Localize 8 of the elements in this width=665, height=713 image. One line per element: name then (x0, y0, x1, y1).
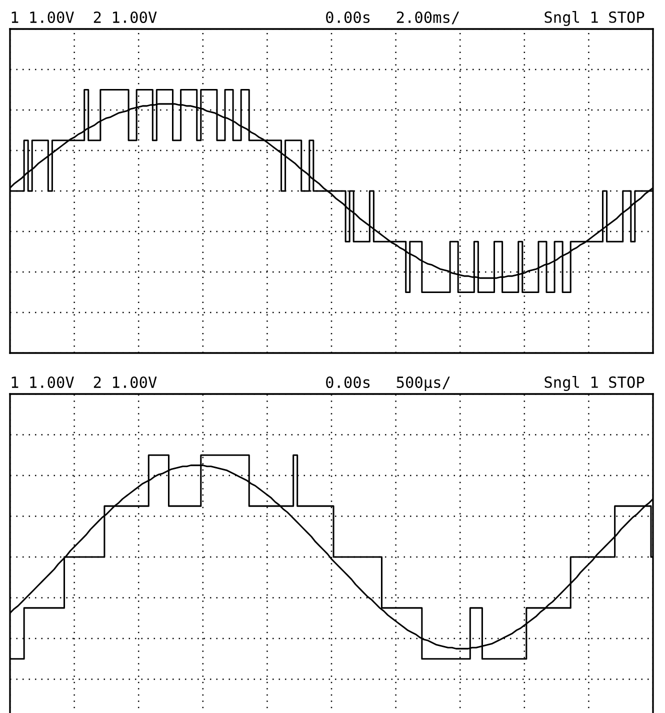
text: 0.00s (326, 376, 370, 388)
text: Sngl 1 STOP (544, 376, 644, 391)
text: 0.00s (326, 11, 370, 24)
text: 1 1.00V 2 1.00V (12, 376, 157, 388)
text: 2.00ms/ (396, 11, 460, 24)
text: 500µs/ (396, 376, 450, 391)
text: Sngl 1 STOP (544, 11, 644, 26)
text: 1 1.00V 2 1.00V (12, 11, 157, 24)
